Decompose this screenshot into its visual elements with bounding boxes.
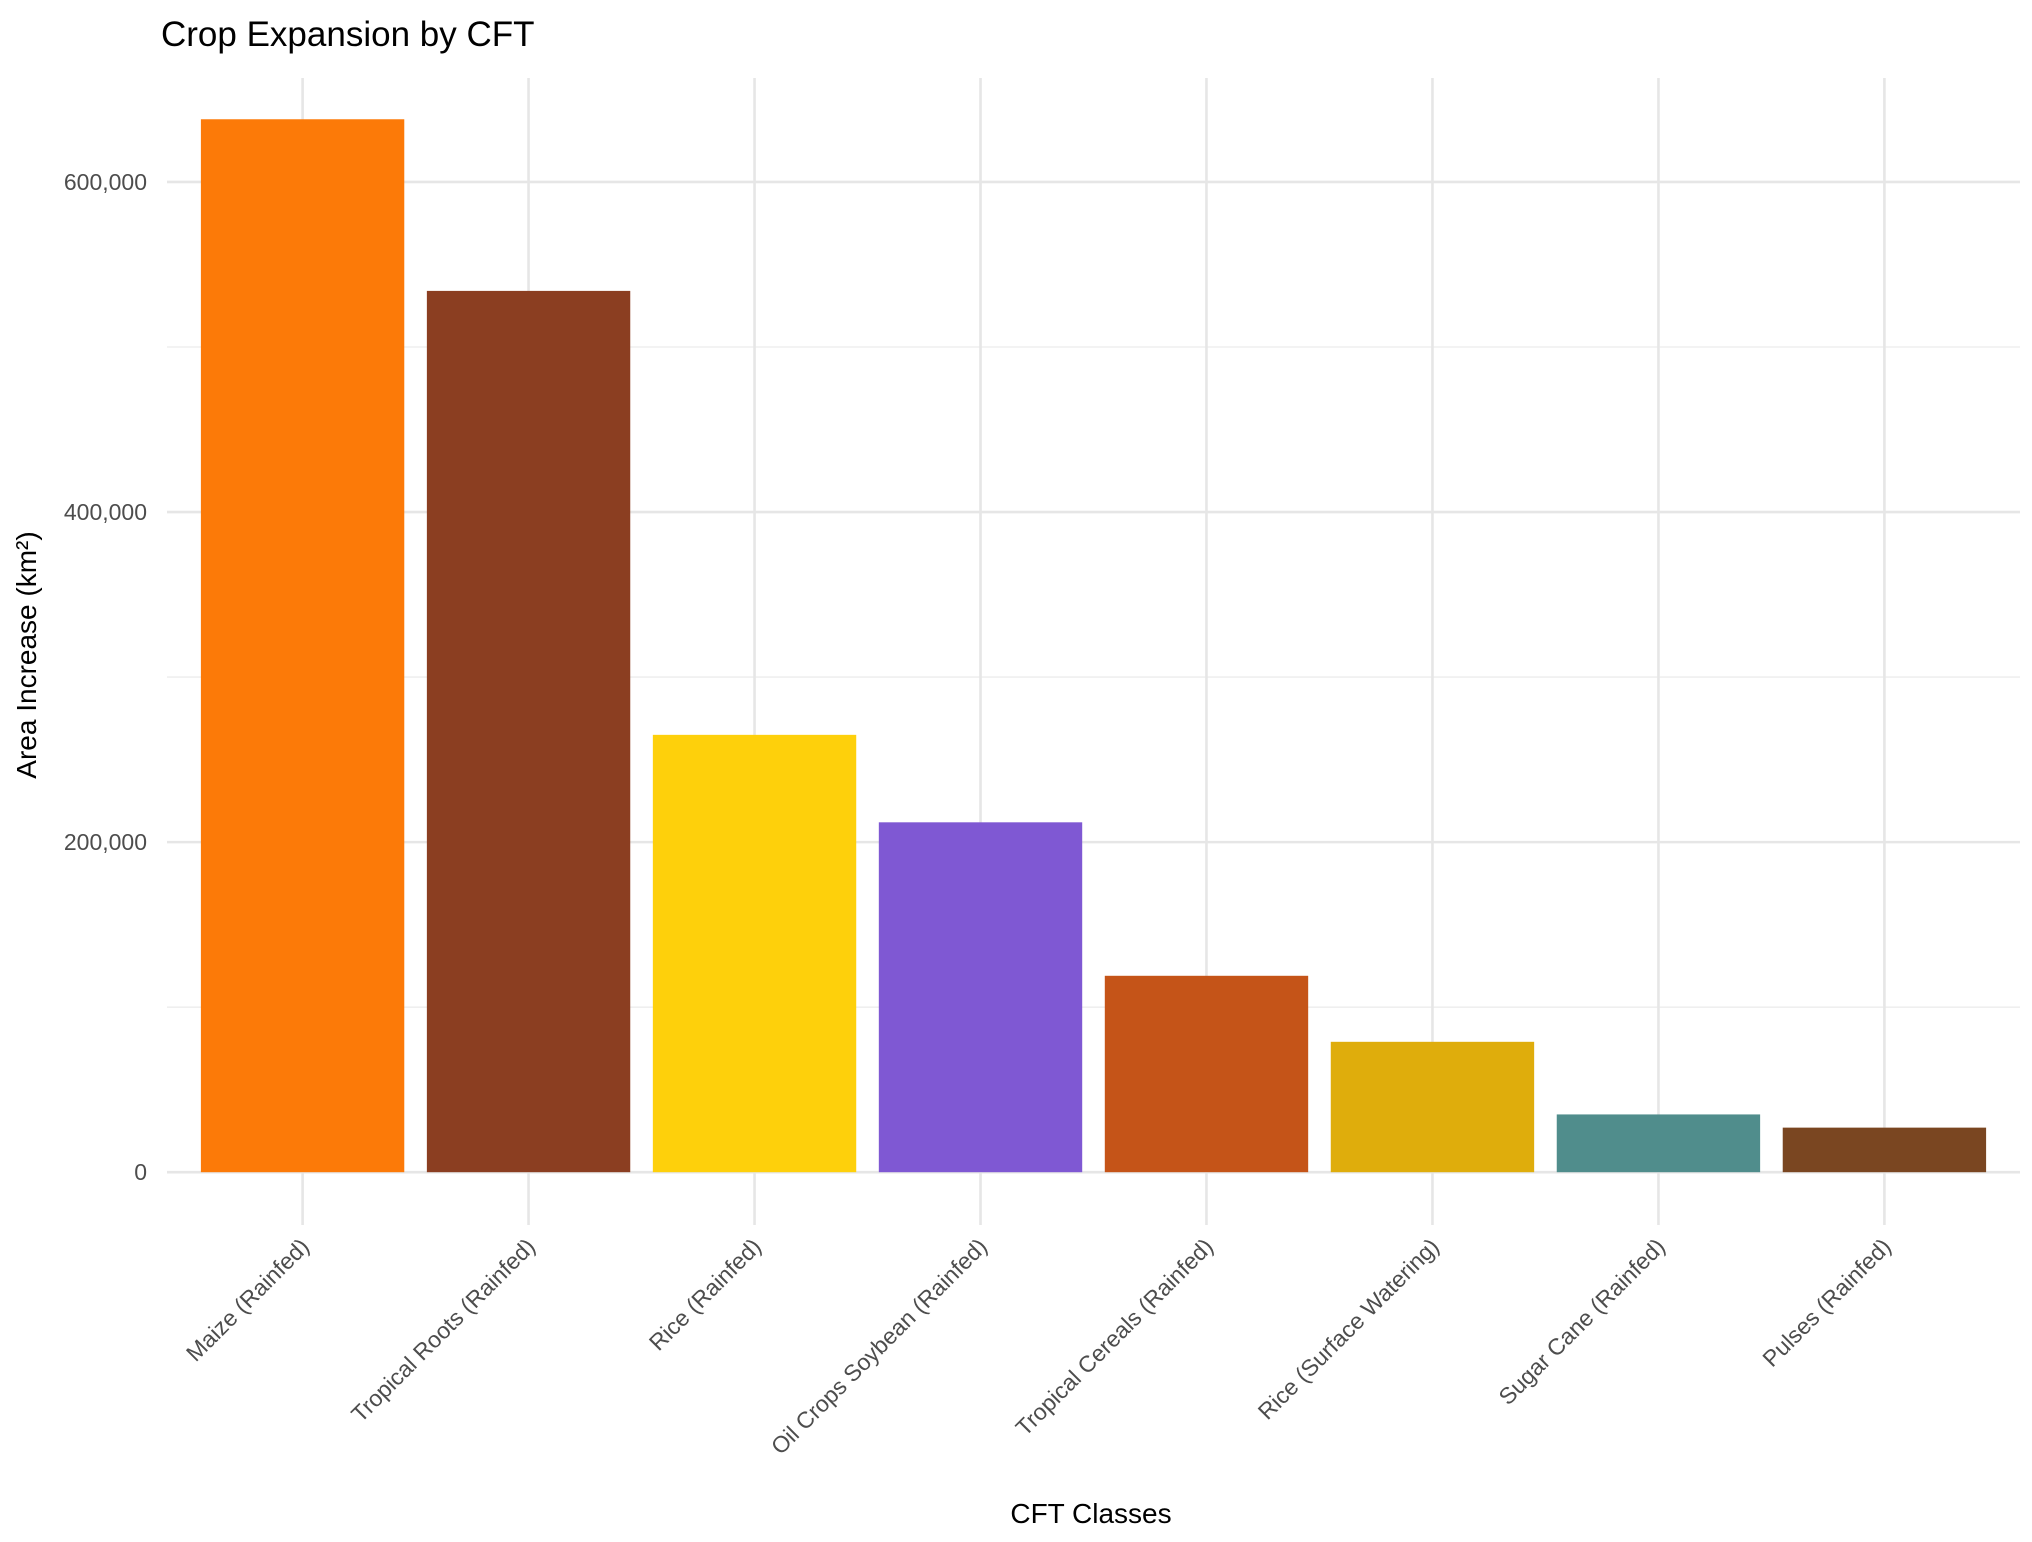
y-tick-label: 200,000 bbox=[64, 829, 147, 855]
y-axis-title: Area Increase (km²) bbox=[11, 531, 42, 778]
y-axis-tick-labels: 0 200,000 400,000 600,000 bbox=[64, 169, 147, 1185]
bar bbox=[1556, 1114, 1761, 1173]
bar bbox=[1104, 975, 1309, 1173]
bar bbox=[1782, 1127, 1987, 1173]
bar bbox=[1330, 1041, 1535, 1173]
bars bbox=[200, 119, 1987, 1173]
y-tick-label: 400,000 bbox=[64, 499, 147, 525]
bar bbox=[652, 734, 857, 1173]
y-tick-label: 600,000 bbox=[64, 169, 147, 195]
bar bbox=[200, 119, 405, 1173]
x-axis-title: CFT Classes bbox=[1010, 1498, 1171, 1529]
y-tick-label: 0 bbox=[134, 1159, 147, 1185]
bar bbox=[426, 290, 631, 1173]
bar bbox=[878, 822, 1083, 1173]
chart-title: Crop Expansion by CFT bbox=[161, 15, 534, 54]
